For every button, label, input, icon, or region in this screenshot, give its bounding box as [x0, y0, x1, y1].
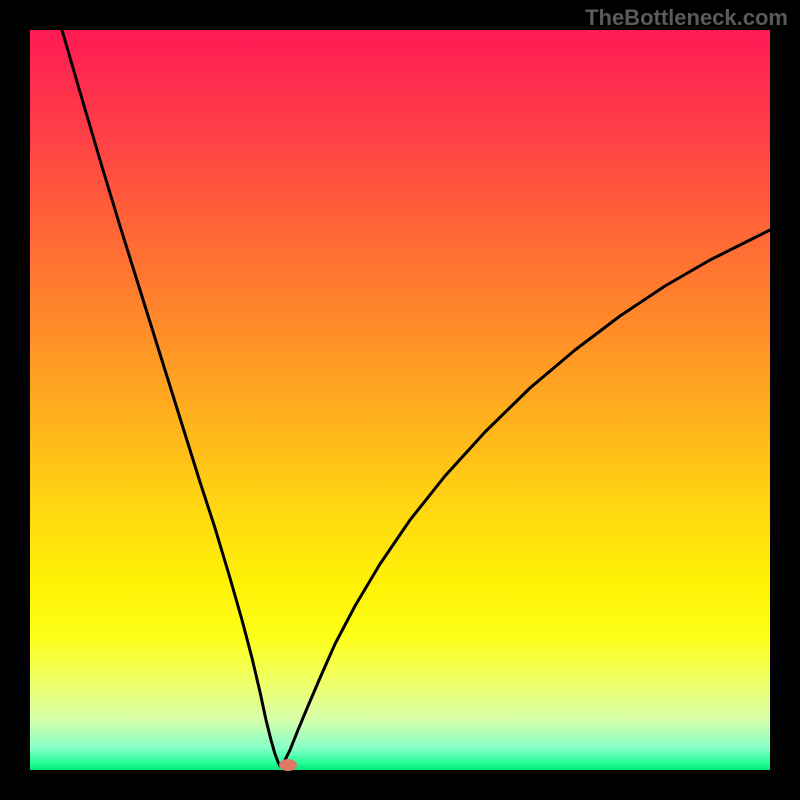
optimal-point-marker — [279, 759, 297, 771]
plot-area — [30, 30, 770, 770]
bottleneck-curve — [30, 30, 770, 770]
watermark-text: TheBottleneck.com — [585, 5, 788, 31]
